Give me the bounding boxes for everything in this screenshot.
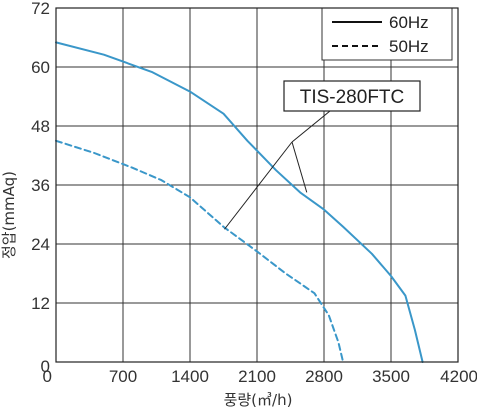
- legend-label-50hz: 50Hz: [389, 37, 429, 56]
- y-tick-label: 72: [31, 0, 50, 18]
- y-tick-label: 24: [31, 235, 50, 254]
- annotation-label: TIS-280FTC: [300, 87, 405, 108]
- annotation-pointer: [291, 141, 308, 193]
- x-tick-label: 0: [43, 367, 52, 386]
- x-tick-label: 2100: [238, 367, 276, 386]
- x-tick-label: 2800: [305, 367, 343, 386]
- x-tick-labels: 0 700 1400 2100 2800 3500 4200: [43, 367, 477, 386]
- legend-label-60hz: 60Hz: [389, 13, 429, 32]
- annotation-leader: [291, 110, 331, 143]
- legend-box: [321, 7, 453, 61]
- y-tick-label: 12: [31, 294, 50, 313]
- y-tick-label: 48: [31, 117, 50, 136]
- x-tick-label: 1400: [171, 367, 209, 386]
- series-line-50hz: [55, 139, 345, 363]
- x-tick-label: 4200: [440, 367, 477, 386]
- annotation-box: [283, 80, 421, 112]
- y-tick-label: 60: [31, 58, 50, 77]
- chart-series: [55, 41, 424, 363]
- series-line-60hz: [55, 41, 424, 363]
- x-tick-label: 700: [109, 367, 137, 386]
- y-tick-label: 36: [31, 176, 50, 195]
- chart-legend: 60Hz 50Hz: [321, 7, 453, 61]
- annotation-pointer: [224, 141, 293, 230]
- chart-grid: [56, 8, 458, 362]
- y-axis-label: 정압(mmAq): [0, 171, 18, 259]
- y-tick-label: 0: [41, 357, 50, 376]
- y-tick-labels: 0 12 24 36 48 60 72: [31, 0, 50, 376]
- x-tick-label: 3500: [372, 367, 410, 386]
- x-axis-label: 풍량(㎥/h): [224, 391, 293, 409]
- plot-frame: [55, 7, 459, 363]
- chart-annotation: TIS-280FTC: [224, 80, 421, 230]
